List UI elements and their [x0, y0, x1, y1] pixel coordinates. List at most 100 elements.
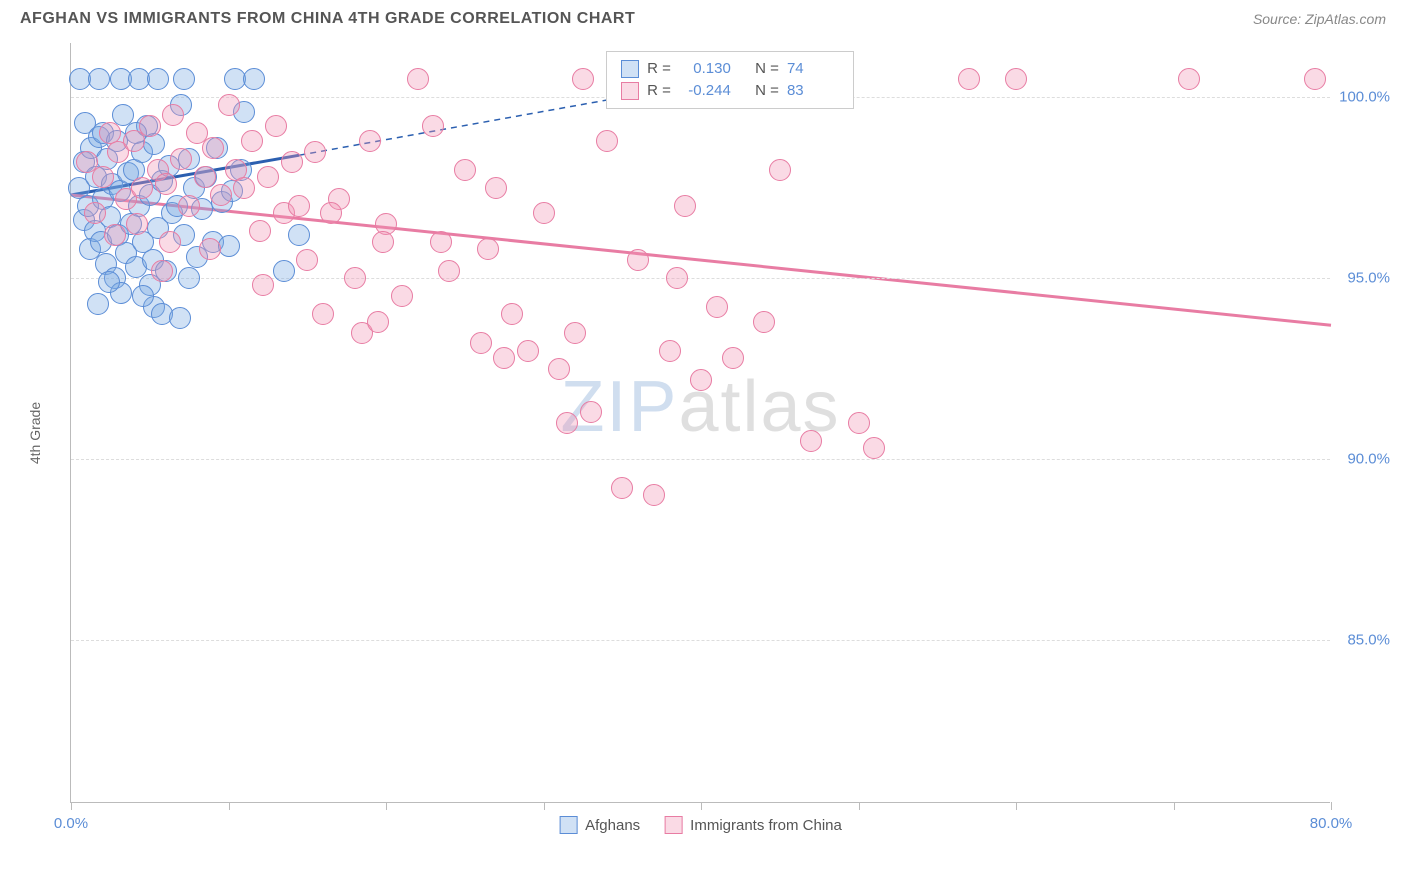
scatter-dot — [265, 115, 287, 137]
n-value: 74 — [787, 60, 839, 77]
legend-row: R = -0.244 N = 83 — [621, 80, 839, 102]
scatter-dot — [572, 68, 594, 90]
scatter-dot — [194, 166, 216, 188]
scatter-dot — [104, 224, 126, 246]
scatter-dot — [501, 303, 523, 325]
scatter-dot — [288, 224, 310, 246]
gridline-h — [71, 459, 1330, 460]
x-tick-label: 80.0% — [1310, 815, 1353, 832]
scatter-dot — [659, 340, 681, 362]
gridline-h — [71, 640, 1330, 641]
scatter-dot — [241, 130, 263, 152]
legend-label: Afghans — [585, 817, 640, 834]
scatter-dot — [800, 430, 822, 452]
legend-swatch — [559, 816, 577, 834]
scatter-dot — [517, 340, 539, 362]
n-label: N = — [755, 82, 779, 99]
legend-item: Immigrants from China — [664, 816, 842, 834]
scatter-dot — [162, 104, 184, 126]
n-label: N = — [755, 60, 779, 77]
scatter-dot — [769, 159, 791, 181]
scatter-dot — [706, 296, 728, 318]
scatter-dot — [674, 195, 696, 217]
scatter-dot — [556, 412, 578, 434]
scatter-dot — [320, 202, 342, 224]
scatter-dot — [533, 202, 555, 224]
y-tick-label: 100.0% — [1335, 89, 1390, 106]
x-tick — [1174, 802, 1175, 810]
scatter-dot — [344, 267, 366, 289]
scatter-dot — [430, 231, 452, 253]
scatter-dot — [548, 358, 570, 380]
chart-title: AFGHAN VS IMMIGRANTS FROM CHINA 4TH GRAD… — [20, 10, 635, 28]
scatter-dot — [210, 184, 232, 206]
scatter-dot — [126, 213, 148, 235]
scatter-dot — [312, 303, 334, 325]
scatter-dot — [493, 347, 515, 369]
bottom-legend: Afghans Immigrants from China — [559, 816, 842, 834]
scatter-dot — [249, 220, 271, 242]
scatter-dot — [477, 238, 499, 260]
x-tick — [1331, 802, 1332, 810]
y-tick-label: 90.0% — [1335, 451, 1390, 468]
scatter-dot — [132, 285, 154, 307]
scatter-dot — [273, 260, 295, 282]
legend-row: R =0.130 N =74 — [621, 58, 839, 80]
scatter-dot — [438, 260, 460, 282]
scatter-dot — [643, 484, 665, 506]
legend-swatch — [621, 82, 639, 100]
scatter-dot — [257, 166, 279, 188]
scatter-dot — [1178, 68, 1200, 90]
scatter-dot — [611, 477, 633, 499]
chart-container: 4th Grade ZIPatlas AfghansImmigrants fro… — [20, 33, 1386, 833]
scatter-dot — [304, 141, 326, 163]
scatter-dot — [454, 159, 476, 181]
scatter-dot — [359, 130, 381, 152]
y-axis-title: 4th Grade — [27, 402, 43, 464]
x-tick — [386, 802, 387, 810]
scatter-dot — [958, 68, 980, 90]
scatter-dot — [407, 68, 429, 90]
scatter-dot — [666, 267, 688, 289]
scatter-dot — [218, 94, 240, 116]
legend-label: Immigrants from China — [690, 817, 842, 834]
r-value: -0.244 — [679, 82, 731, 99]
scatter-dot — [233, 177, 255, 199]
scatter-dot — [690, 369, 712, 391]
scatter-dot — [159, 231, 181, 253]
x-tick — [701, 802, 702, 810]
scatter-dot — [139, 115, 161, 137]
scatter-dot — [170, 148, 192, 170]
scatter-dot — [199, 238, 221, 260]
scatter-dot — [372, 231, 394, 253]
scatter-dot — [98, 271, 120, 293]
source-label: Source: ZipAtlas.com — [1253, 11, 1386, 27]
scatter-dot — [243, 68, 265, 90]
scatter-dot — [131, 177, 153, 199]
scatter-dot — [391, 285, 413, 307]
scatter-dot — [848, 412, 870, 434]
scatter-dot — [485, 177, 507, 199]
legend-swatch — [664, 816, 682, 834]
scatter-dot — [92, 166, 114, 188]
scatter-dot — [87, 293, 109, 315]
x-tick-label: 0.0% — [54, 815, 88, 832]
x-tick — [71, 802, 72, 810]
scatter-dot — [1005, 68, 1027, 90]
n-value: 83 — [787, 82, 839, 99]
regression-lines — [71, 43, 1330, 802]
scatter-dot — [1304, 68, 1326, 90]
legend-item: Afghans — [559, 816, 640, 834]
scatter-dot — [296, 249, 318, 271]
r-label: R = — [647, 60, 671, 77]
scatter-dot — [863, 437, 885, 459]
scatter-dot — [288, 195, 310, 217]
x-tick — [1016, 802, 1017, 810]
r-label: R = — [647, 82, 671, 99]
scatter-dot — [155, 173, 177, 195]
scatter-dot — [422, 115, 444, 137]
scatter-dot — [84, 202, 106, 224]
legend-swatch — [621, 60, 639, 78]
scatter-dot — [151, 260, 173, 282]
scatter-dot — [169, 307, 191, 329]
